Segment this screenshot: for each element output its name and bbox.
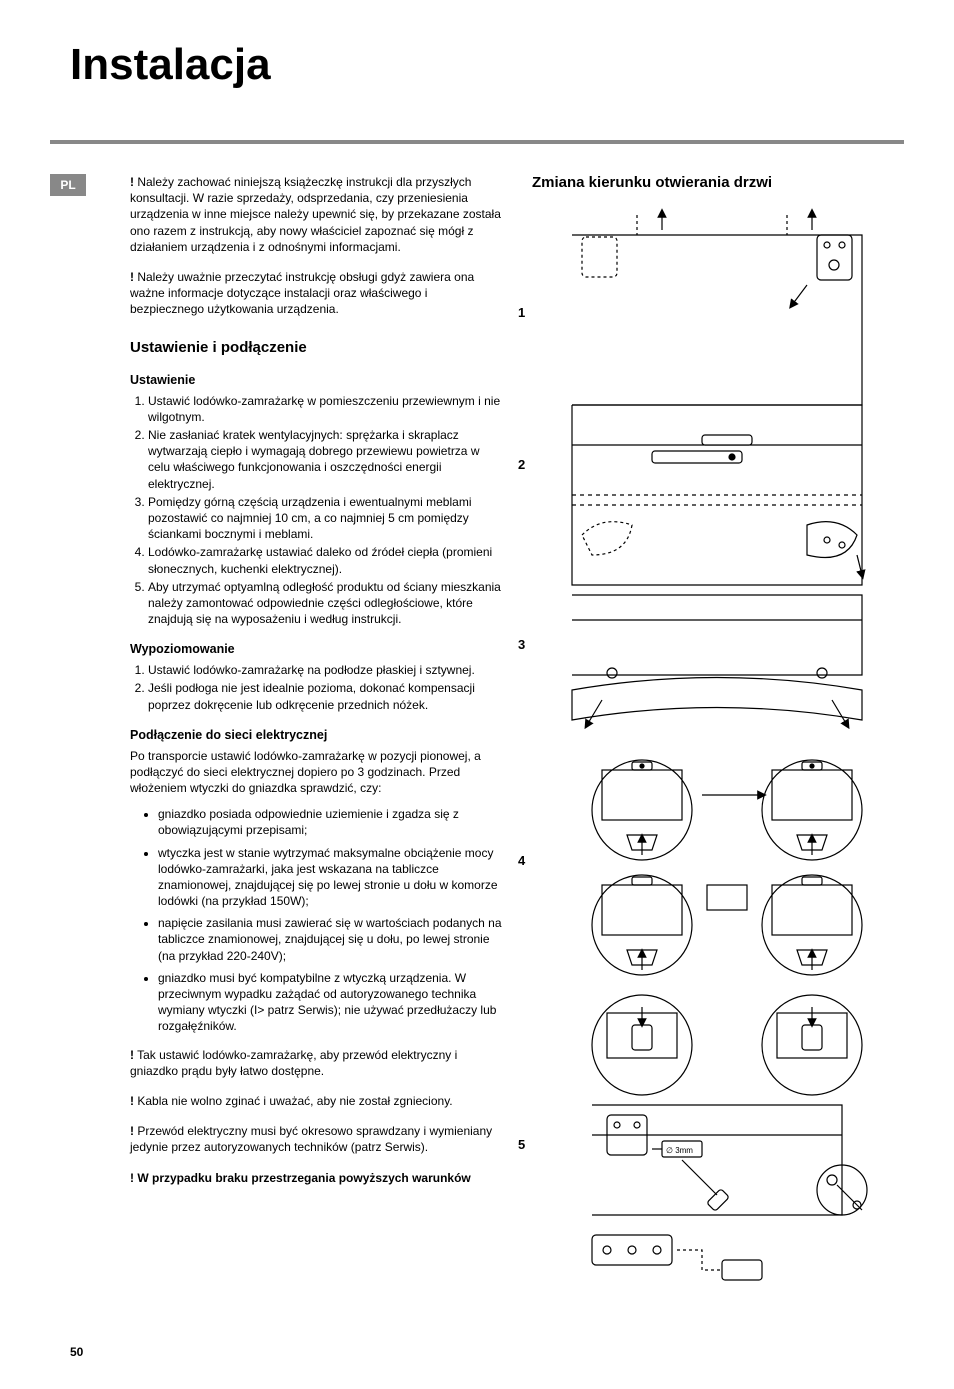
subsection-wypoziomowanie: Wypoziomowanie bbox=[130, 641, 502, 658]
warn-mark: ! bbox=[130, 1124, 134, 1138]
list-item: Lodówko-zamrażarkę ustawiać daleko od źr… bbox=[148, 544, 502, 576]
subsection-ustawienie: Ustawienie bbox=[130, 372, 502, 389]
step-number-3: 3 bbox=[518, 637, 525, 652]
list-item: Jeśli podłoga nie jest idealnie pozioma,… bbox=[148, 680, 502, 712]
warning-5: ! Przewód elektryczny musi być okresowo … bbox=[130, 1123, 502, 1155]
diagram-column: Zmiana kierunku otwierania drzwi 1 2 3 4… bbox=[532, 174, 904, 1305]
warn-mark: ! bbox=[130, 1094, 134, 1108]
warn-mark: ! bbox=[130, 1048, 134, 1062]
step-number-1: 1 bbox=[518, 305, 525, 320]
list-item: Ustawić lodówko-zamrażarkę na podłodze p… bbox=[148, 662, 502, 678]
page-number: 50 bbox=[70, 1345, 904, 1359]
list-item: Ustawić lodówko-zamrażarkę w pomieszczen… bbox=[148, 393, 502, 425]
section-setup-heading: Ustawienie i podłączenie bbox=[130, 338, 502, 358]
warn-text: Przewód elektryczny musi być okresowo sp… bbox=[130, 1124, 492, 1154]
detail-3mm-label: ∅ 3mm bbox=[666, 1146, 693, 1155]
step-number-5: 5 bbox=[518, 1137, 525, 1152]
lang-col: PL bbox=[50, 174, 100, 1305]
list-item: wtyczka jest w stanie wytrzymać maksymal… bbox=[158, 845, 502, 910]
para-podlaczenie: Po transporcie ustawić lodówko-zamrażark… bbox=[130, 748, 502, 797]
main-cols: ! Należy zachować niniejszą książeczkę i… bbox=[130, 174, 904, 1305]
warn-text: Należy zachować niniejszą książeczkę ins… bbox=[130, 175, 501, 254]
bullet-list: gniazdko posiada odpowiednie uziemienie … bbox=[130, 806, 502, 1034]
text-column: ! Należy zachować niniejszą książeczkę i… bbox=[130, 174, 502, 1305]
warning-2: ! Należy uważnie przeczytać instrukcję o… bbox=[130, 269, 502, 318]
list-item: gniazdko posiada odpowiednie uziemienie … bbox=[158, 806, 502, 838]
list-ustawienie: Ustawić lodówko-zamrażarkę w pomieszczen… bbox=[130, 393, 502, 628]
list-item: Nie zasłaniać kratek wentylacyjnych: spr… bbox=[148, 427, 502, 492]
warning-3: ! Tak ustawić lodówko-zamrażarkę, aby pr… bbox=[130, 1047, 502, 1079]
warn-text: Należy uważnie przeczytać instrukcję obs… bbox=[130, 270, 474, 316]
door-reversal-diagram: ∅ 3mm bbox=[532, 205, 902, 1305]
warning-6: ! W przypadku braku przestrzegania powyż… bbox=[130, 1170, 502, 1186]
warn-mark: ! bbox=[130, 270, 134, 284]
warning-4: ! Kabla nie wolno zginać i uważać, aby n… bbox=[130, 1093, 502, 1109]
step-number-4: 4 bbox=[518, 853, 525, 868]
subsection-podlaczenie: Podłączenie do sieci elektrycznej bbox=[130, 727, 502, 744]
warn-text: Kabla nie wolno zginać i uważać, aby nie… bbox=[137, 1094, 452, 1108]
list-wypoziomowanie: Ustawić lodówko-zamrażarkę na podłodze p… bbox=[130, 662, 502, 713]
diagram-wrap: 1 2 3 4 5 bbox=[532, 205, 904, 1305]
page-title: Instalacja bbox=[70, 40, 904, 90]
section-door-heading: Zmiana kierunku otwierania drzwi bbox=[532, 174, 904, 191]
warn-mark: ! bbox=[130, 175, 134, 189]
content-row: PL ! Należy zachować niniejszą książeczk… bbox=[50, 174, 904, 1305]
divider bbox=[50, 140, 904, 144]
list-item: Aby utrzymać optyamlną odległość produkt… bbox=[148, 579, 502, 628]
step-number-2: 2 bbox=[518, 457, 525, 472]
warn-mark: ! bbox=[130, 1171, 134, 1185]
warn-text: Tak ustawić lodówko-zamrażarkę, aby prze… bbox=[130, 1048, 457, 1078]
list-item: gniazdko musi być kompatybilne z wtyczką… bbox=[158, 970, 502, 1035]
warn-text: W przypadku braku przestrzegania powyższ… bbox=[137, 1171, 470, 1185]
warning-1: ! Należy zachować niniejszą książeczkę i… bbox=[130, 174, 502, 255]
lang-tag: PL bbox=[50, 174, 86, 196]
list-item: napięcie zasilania musi zawierać się w w… bbox=[158, 915, 502, 964]
list-item: Pomiędzy górną częścią urządzenia i ewen… bbox=[148, 494, 502, 543]
